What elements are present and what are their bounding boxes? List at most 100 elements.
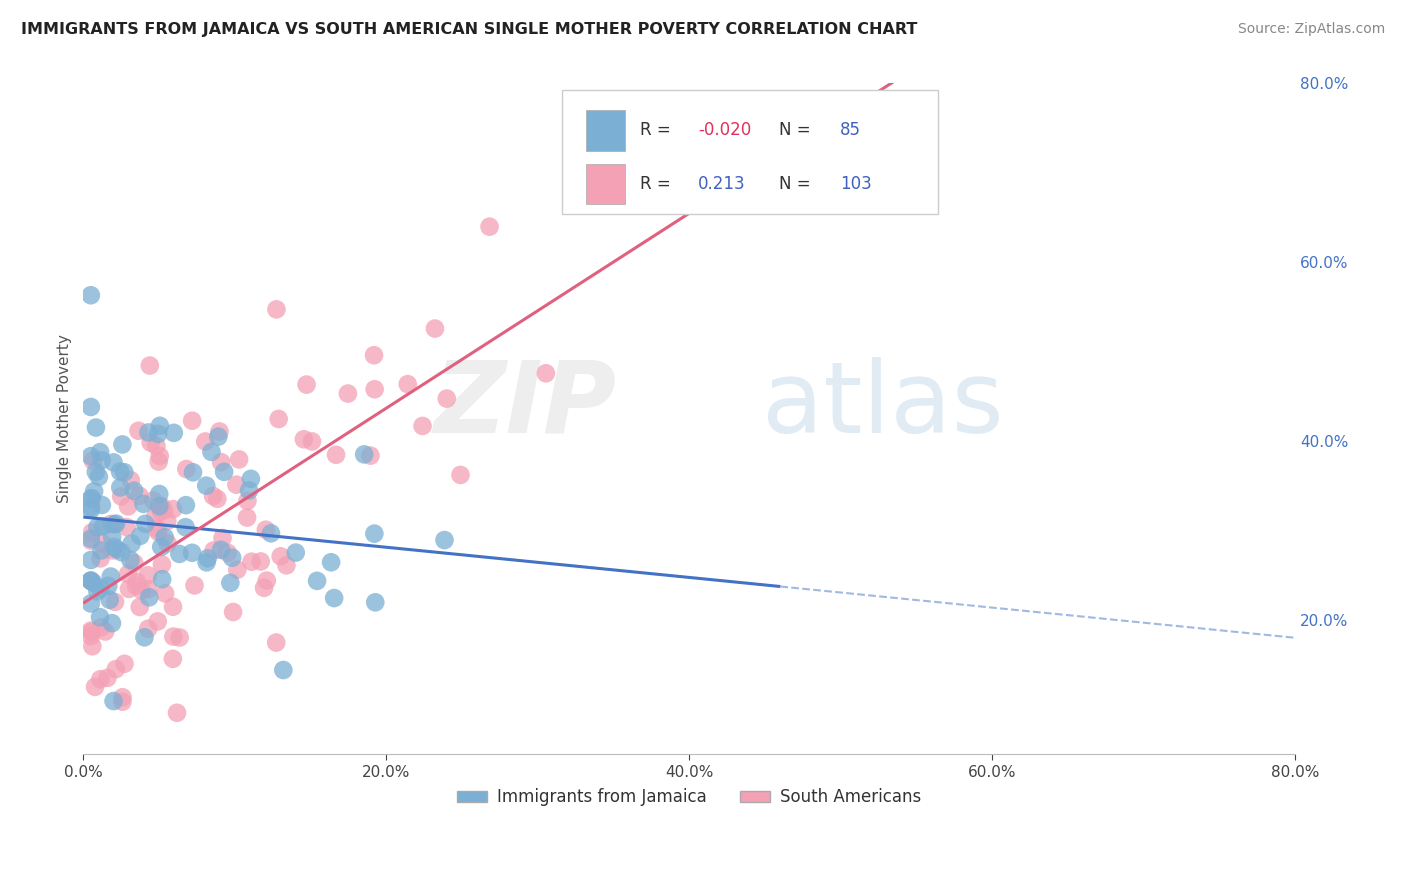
Y-axis label: Single Mother Poverty: Single Mother Poverty	[58, 334, 72, 503]
Point	[100, 569, 122, 583]
Point	[449, 467, 471, 482]
Point	[202, 543, 225, 558]
Point	[100, 516, 122, 531]
Point	[145, 439, 167, 453]
Point	[292, 432, 315, 446]
Point	[181, 414, 204, 428]
Point	[162, 502, 184, 516]
Point	[89, 582, 111, 596]
Point	[222, 605, 245, 619]
Point	[90, 551, 112, 566]
Point	[588, 157, 610, 171]
Point	[125, 579, 148, 593]
Point	[80, 553, 103, 567]
Point	[80, 491, 103, 506]
Point	[121, 536, 143, 550]
Point	[181, 466, 204, 480]
Point	[169, 547, 191, 561]
Point	[146, 524, 169, 539]
Point	[162, 599, 184, 614]
Point	[101, 543, 124, 558]
Point	[80, 574, 103, 588]
Point	[163, 425, 186, 440]
Text: Source: ZipAtlas.com: Source: ZipAtlas.com	[1237, 22, 1385, 37]
Point	[139, 435, 162, 450]
Point	[325, 448, 347, 462]
Point	[307, 574, 329, 588]
Point	[221, 550, 243, 565]
Point	[136, 582, 159, 596]
Point	[423, 321, 446, 335]
Point	[202, 489, 225, 503]
Point	[253, 581, 276, 595]
Text: N =: N =	[779, 121, 811, 139]
Point	[125, 574, 148, 589]
Point	[84, 420, 107, 434]
Point	[138, 425, 160, 440]
Point	[101, 616, 124, 631]
Point	[120, 553, 142, 567]
Point	[412, 419, 434, 434]
Point	[363, 526, 385, 541]
Bar	[586, 111, 626, 151]
Point	[236, 510, 259, 524]
Point	[80, 525, 103, 540]
Point	[149, 418, 172, 433]
Point	[108, 465, 131, 479]
Point	[254, 523, 277, 537]
Point	[207, 491, 229, 506]
Text: atlas: atlas	[762, 357, 1004, 454]
Point	[181, 546, 204, 560]
Point	[103, 694, 125, 708]
Point	[80, 625, 103, 640]
Point	[80, 624, 103, 638]
Point	[91, 519, 114, 533]
Point	[148, 455, 170, 469]
Point	[131, 583, 153, 598]
Point	[80, 400, 103, 414]
Point	[396, 377, 419, 392]
Point	[90, 543, 112, 558]
FancyBboxPatch shape	[562, 90, 938, 214]
Point	[110, 480, 132, 494]
Point	[134, 630, 156, 644]
Point	[103, 517, 125, 532]
Point	[207, 429, 229, 443]
Point	[534, 366, 557, 380]
Point	[273, 663, 295, 677]
Point	[114, 657, 136, 671]
Point	[146, 615, 169, 629]
Point	[284, 545, 307, 559]
Point	[86, 584, 108, 599]
Point	[295, 377, 318, 392]
Point	[166, 706, 188, 720]
Point	[80, 532, 103, 546]
Point	[319, 555, 342, 569]
Point	[209, 542, 232, 557]
Point	[80, 629, 103, 643]
Point	[122, 483, 145, 498]
Point	[80, 574, 103, 588]
Point	[117, 567, 139, 582]
Point	[153, 503, 176, 517]
Point	[134, 516, 156, 531]
Point	[217, 546, 239, 560]
Point	[212, 465, 235, 479]
Point	[128, 424, 150, 438]
Point	[132, 497, 155, 511]
Point	[226, 563, 249, 577]
Point	[129, 529, 152, 543]
Point	[169, 631, 191, 645]
Bar	[586, 164, 626, 204]
Point	[238, 483, 260, 498]
Point	[194, 434, 217, 449]
Point	[153, 530, 176, 544]
Point	[83, 576, 105, 591]
Text: 0.213: 0.213	[697, 175, 745, 193]
Point	[89, 672, 111, 686]
Point	[336, 386, 359, 401]
Point	[90, 453, 112, 467]
Point	[120, 473, 142, 487]
Point	[364, 595, 387, 609]
Point	[149, 449, 172, 463]
